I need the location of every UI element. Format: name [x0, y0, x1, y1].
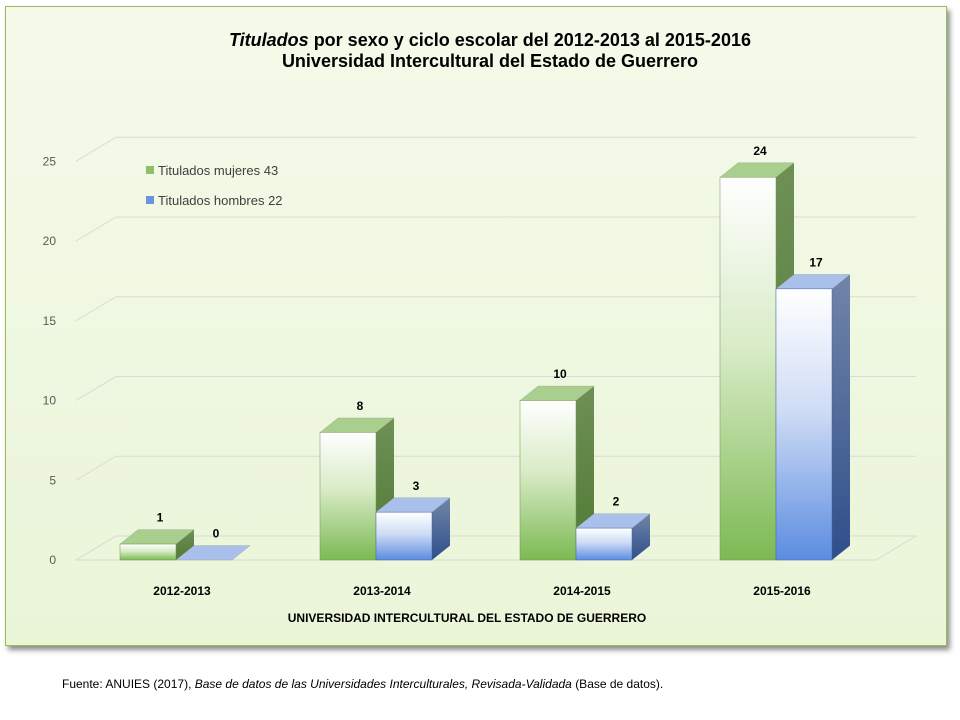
bar-side	[576, 386, 594, 560]
chart-title-italic: Titulados	[229, 30, 309, 50]
bar-side	[432, 497, 450, 560]
data-label: 0	[213, 527, 220, 541]
chart-title-line1: Titulados por sexo y ciclo escolar del 2…	[229, 30, 751, 50]
bar-hombres-2013-2014	[375, 497, 451, 561]
bar-front	[319, 432, 377, 561]
y-tick-label: 10	[43, 394, 57, 408]
legend-label: Titulados hombres 22	[158, 193, 283, 208]
legend-swatch	[146, 166, 154, 174]
gridline-diagonal	[75, 136, 117, 162]
gridline-diagonal	[75, 376, 117, 401]
y-tick-label: 25	[43, 154, 57, 168]
data-label: 24	[753, 144, 767, 158]
gridline-diagonal	[75, 296, 117, 322]
chart-title: Titulados por sexo y ciclo escolar del 2…	[229, 30, 751, 71]
data-label: 17	[809, 255, 823, 269]
bar-front	[519, 400, 577, 561]
bar-front	[575, 527, 633, 561]
x-axis-title: UNIVERSIDAD INTERCULTURAL DEL ESTADO DE …	[288, 611, 646, 625]
source-title: Base de datos de las Universidades Inter…	[194, 677, 572, 691]
bar-side	[176, 529, 194, 560]
bar-hombres-2012-2013	[175, 545, 251, 561]
bar-front	[775, 288, 833, 561]
chart-title-rest: por sexo y ciclo escolar del 2012-2013 a…	[309, 30, 751, 50]
x-axis: 2012-2013 2013-2014 2014-2015 2015-2016	[153, 584, 811, 598]
bar-front	[119, 543, 177, 561]
y-axis: 0 5 10 15 20 25	[43, 154, 57, 567]
y-tick-label: 20	[43, 234, 57, 248]
bar-hombres-2015-2016	[775, 274, 851, 561]
bar-mujeres-2013-2014	[319, 417, 395, 561]
legend-swatch	[146, 196, 154, 204]
x-tick-label: 2013-2014	[353, 584, 411, 598]
x-tick-label: 2014-2015	[553, 584, 611, 598]
bar-hombres-2014-2015	[575, 513, 651, 561]
chart-title-line2: Universidad Intercultural del Estado de …	[282, 51, 698, 71]
data-label: 2	[613, 495, 620, 509]
bar-mujeres-2012-2013	[119, 529, 195, 561]
x-tick-label: 2015-2016	[753, 584, 811, 598]
y-tick-label: 0	[49, 553, 56, 567]
source-prefix: Fuente: ANUIES (2017),	[62, 677, 195, 691]
bar-front	[719, 176, 777, 561]
gridline-diagonal	[75, 535, 117, 561]
legend: Titulados mujeres 43 Titulados hombres 22	[146, 163, 283, 208]
x-tick-label: 2012-2013	[153, 584, 211, 598]
bar-side	[632, 513, 650, 560]
data-label: 1	[157, 511, 164, 525]
data-label: 8	[357, 399, 364, 413]
data-label: 3	[413, 479, 420, 493]
data-label: 10	[553, 367, 567, 381]
bar-front	[375, 511, 433, 561]
bar-side	[832, 274, 850, 560]
source-note: Fuente: ANUIES (2017), Base de datos de …	[62, 677, 663, 691]
bars	[119, 162, 851, 561]
bar-mujeres-2014-2015	[519, 385, 595, 561]
gridline-diagonal	[75, 455, 117, 481]
bar-top	[175, 545, 251, 561]
y-tick-label: 5	[49, 473, 56, 487]
y-tick-label: 15	[43, 314, 57, 328]
legend-label: Titulados mujeres 43	[158, 163, 278, 178]
source-suffix: (Base de datos).	[575, 677, 664, 691]
gridline-diagonal	[75, 216, 117, 242]
